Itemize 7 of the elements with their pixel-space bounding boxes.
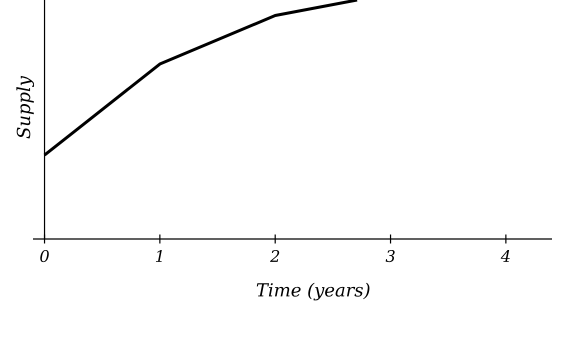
x-tick-label: 2 xyxy=(270,250,280,262)
y-axis-title: Supply xyxy=(16,76,34,138)
x-tick-label: 1 xyxy=(156,250,162,262)
x-tick-label: 4 xyxy=(500,250,510,262)
x-tick-label: 0 xyxy=(40,250,49,262)
x-axis-title: Time (years) xyxy=(256,282,370,300)
x-tick-label: 3 xyxy=(386,250,395,262)
